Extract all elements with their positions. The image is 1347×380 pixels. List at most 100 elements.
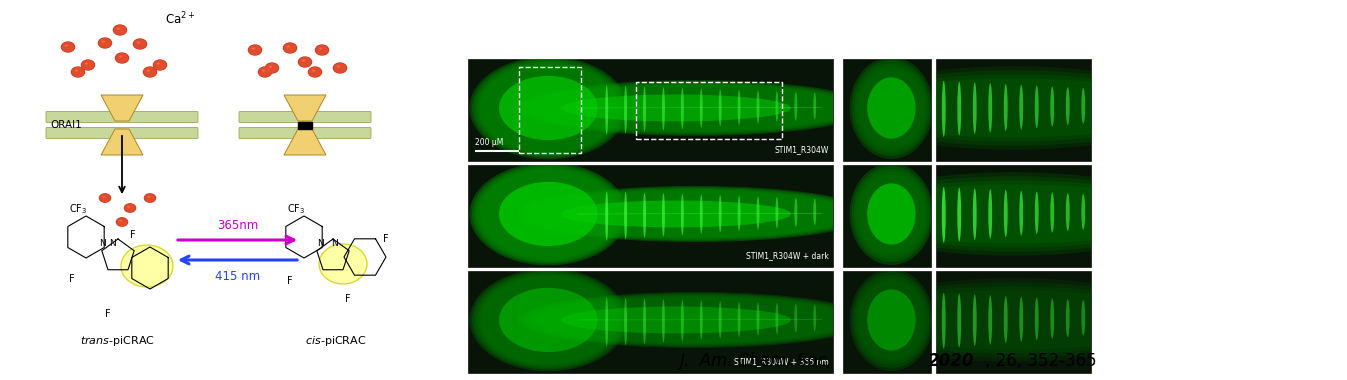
Ellipse shape — [843, 180, 1184, 248]
FancyBboxPatch shape — [238, 111, 370, 122]
Ellipse shape — [536, 84, 853, 131]
Ellipse shape — [133, 39, 147, 49]
Ellipse shape — [700, 195, 703, 234]
Bar — [467, 271, 832, 373]
Ellipse shape — [1004, 296, 1008, 343]
Ellipse shape — [98, 37, 112, 49]
Polygon shape — [101, 129, 143, 155]
Ellipse shape — [795, 198, 797, 227]
Ellipse shape — [471, 58, 625, 158]
Ellipse shape — [527, 82, 861, 134]
Ellipse shape — [738, 302, 741, 337]
Ellipse shape — [471, 164, 625, 264]
Text: 415 nm: 415 nm — [216, 270, 260, 283]
Ellipse shape — [1051, 86, 1055, 127]
Ellipse shape — [843, 66, 1184, 150]
Ellipse shape — [315, 45, 329, 55]
Ellipse shape — [124, 203, 136, 213]
Ellipse shape — [1034, 192, 1039, 234]
Ellipse shape — [154, 60, 167, 70]
Ellipse shape — [942, 187, 946, 243]
Polygon shape — [284, 95, 326, 121]
Ellipse shape — [81, 59, 96, 71]
Ellipse shape — [71, 67, 85, 77]
Ellipse shape — [867, 78, 916, 139]
Ellipse shape — [1004, 190, 1008, 237]
Ellipse shape — [795, 304, 797, 333]
Text: F: F — [345, 294, 350, 304]
Text: N: N — [317, 239, 323, 248]
Polygon shape — [101, 95, 143, 121]
Ellipse shape — [850, 57, 933, 159]
Ellipse shape — [854, 169, 929, 259]
Ellipse shape — [498, 288, 598, 352]
Ellipse shape — [532, 83, 857, 133]
Ellipse shape — [119, 220, 123, 222]
Ellipse shape — [143, 66, 158, 78]
Ellipse shape — [851, 60, 931, 156]
Ellipse shape — [283, 43, 296, 53]
Text: N: N — [109, 239, 116, 248]
Ellipse shape — [857, 66, 927, 150]
Ellipse shape — [624, 298, 628, 345]
Bar — [936, 59, 1091, 161]
Ellipse shape — [61, 41, 75, 53]
Ellipse shape — [958, 294, 962, 347]
Text: F: F — [69, 274, 75, 284]
Ellipse shape — [850, 163, 933, 265]
Ellipse shape — [700, 301, 703, 340]
Ellipse shape — [532, 189, 857, 239]
Ellipse shape — [470, 269, 628, 371]
Ellipse shape — [562, 307, 791, 333]
Ellipse shape — [116, 53, 128, 63]
Ellipse shape — [738, 196, 741, 231]
Ellipse shape — [851, 166, 931, 262]
Ellipse shape — [942, 293, 946, 349]
Ellipse shape — [114, 52, 129, 64]
Ellipse shape — [523, 293, 866, 347]
Text: 2020: 2020 — [928, 352, 974, 370]
Ellipse shape — [843, 172, 1184, 256]
Ellipse shape — [298, 56, 313, 68]
Ellipse shape — [624, 86, 628, 133]
Text: J.  Am. Chem. Soc.: J. Am. Chem. Soc. — [680, 352, 836, 370]
Text: STIM1_R304W + 365 nm: STIM1_R304W + 365 nm — [734, 357, 828, 366]
Ellipse shape — [334, 63, 346, 73]
Ellipse shape — [757, 196, 760, 230]
Ellipse shape — [562, 201, 791, 227]
Ellipse shape — [498, 76, 598, 140]
Ellipse shape — [152, 59, 167, 71]
Ellipse shape — [643, 193, 647, 238]
Ellipse shape — [989, 189, 993, 239]
Ellipse shape — [480, 63, 617, 152]
Ellipse shape — [333, 62, 348, 74]
Bar — [636, 82, 781, 139]
Ellipse shape — [268, 66, 272, 68]
FancyBboxPatch shape — [46, 128, 198, 138]
Ellipse shape — [308, 67, 322, 77]
Ellipse shape — [661, 193, 665, 236]
Ellipse shape — [257, 66, 272, 78]
Ellipse shape — [1065, 193, 1070, 231]
Ellipse shape — [643, 299, 647, 344]
Ellipse shape — [814, 198, 816, 225]
Bar — [519, 67, 581, 153]
Ellipse shape — [156, 63, 160, 65]
Ellipse shape — [719, 195, 722, 232]
Ellipse shape — [113, 24, 127, 36]
Ellipse shape — [147, 196, 150, 198]
Bar — [936, 165, 1091, 267]
Ellipse shape — [843, 286, 1184, 354]
Bar — [843, 165, 931, 267]
Ellipse shape — [680, 88, 684, 129]
Ellipse shape — [136, 41, 140, 44]
Ellipse shape — [843, 70, 1184, 146]
Ellipse shape — [814, 92, 816, 119]
Ellipse shape — [62, 42, 74, 52]
Text: F: F — [287, 276, 292, 286]
Ellipse shape — [843, 176, 1184, 252]
Text: F: F — [105, 309, 110, 319]
Bar — [843, 271, 931, 373]
Ellipse shape — [477, 168, 620, 260]
Ellipse shape — [1082, 194, 1086, 230]
